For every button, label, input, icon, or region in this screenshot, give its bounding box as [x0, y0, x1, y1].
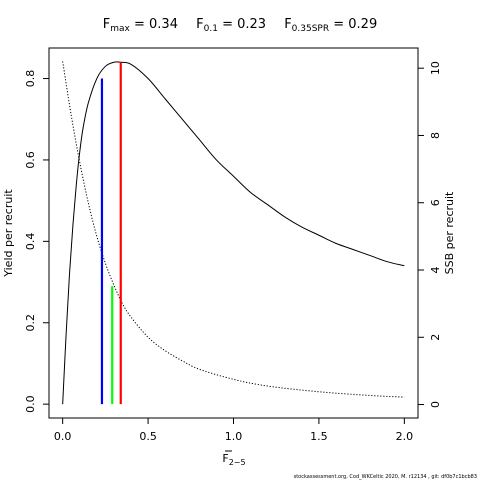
- x-tick-label: 0.0: [54, 430, 72, 443]
- title-f035spr: F0.35SPR = 0.29: [284, 17, 377, 34]
- plot-frame: [48, 47, 419, 419]
- y-axis-right: 0 2 4 6 8 10: [417, 61, 442, 408]
- y-left-tick-label: 0.6: [24, 151, 37, 169]
- yield-per-recruit-line: [62, 61, 405, 405]
- y-right-tick-label: 2: [429, 334, 442, 341]
- y-right-tick-label: 6: [429, 199, 442, 206]
- y-right-tick-label: 4: [429, 267, 442, 274]
- y-right-axis-label: SSB per recruit: [443, 191, 456, 274]
- title-fmax: Fmax = 0.34: [103, 17, 182, 34]
- x-tick-label: 1.0: [225, 430, 243, 443]
- x-tick-label: 2.0: [396, 430, 414, 443]
- x-tick-label: 0.5: [139, 430, 157, 443]
- y-left-tick-label: 0.8: [24, 70, 37, 88]
- y-left-tick-label: 0.2: [24, 314, 37, 332]
- footer-credit: stockassessment.org, Cod_WKCeltic 2020, …: [294, 474, 477, 480]
- title-f01: F0.1 = 0.23: [196, 17, 270, 34]
- y-left-axis-label: Yield per recruit: [2, 189, 15, 278]
- reference-lines: [100, 62, 122, 405]
- y-right-tick-label: 0: [429, 401, 442, 408]
- y-axis-left: 0.0 0.2 0.4 0.6 0.8: [24, 70, 50, 413]
- x-tick-label: 1.5: [310, 430, 328, 443]
- ssb-per-recruit-line: [62, 61, 405, 398]
- y-right-tick-label: 8: [429, 132, 442, 139]
- y-right-tick-label: 10: [429, 61, 442, 75]
- chart-title: Fmax = 0.34 F0.1 = 0.23 F0.35SPR = 0.29: [103, 17, 377, 34]
- x-axis-label: F2−5: [222, 452, 245, 467]
- series-layer: [62, 61, 405, 405]
- y-left-tick-label: 0.0: [24, 395, 37, 413]
- y-left-tick-label: 0.4: [24, 233, 37, 251]
- x-axis: 0.0 0.5 1.0 1.5 2.0: [54, 417, 414, 443]
